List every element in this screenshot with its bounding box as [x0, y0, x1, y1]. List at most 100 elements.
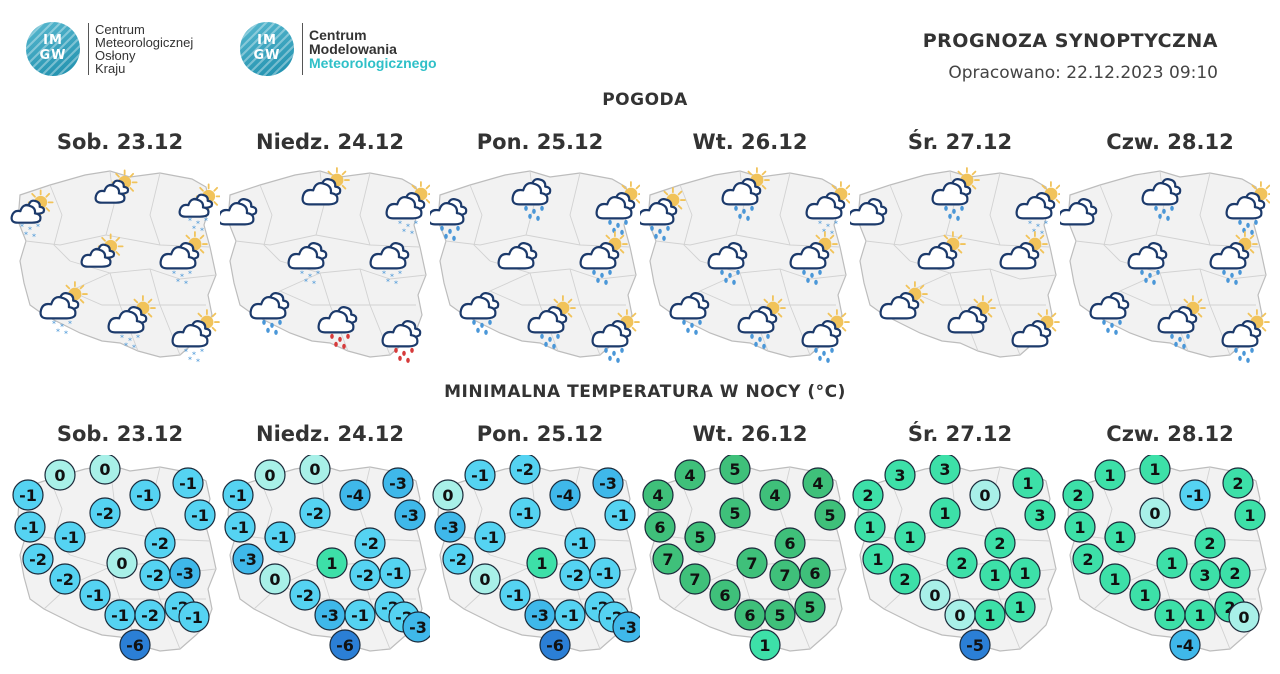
- temp-day-label: Czw. 28.12: [1106, 422, 1234, 446]
- raindrop-icon: [750, 333, 754, 339]
- weather-symbol-cloud-snow: * * ** *: [287, 242, 328, 288]
- temperature-marker: 1: [862, 543, 894, 575]
- temperature-marker: 6: [774, 527, 806, 559]
- temperature-marker: -2: [349, 559, 381, 591]
- temperature-value: 2: [862, 486, 873, 505]
- snowflake-icon: *: [1032, 227, 1036, 236]
- weather-symbol-pc-rain: [721, 167, 770, 221]
- raindrop-icon: [1162, 208, 1166, 214]
- voivodeship-border: [909, 290, 1046, 306]
- weather-symbol-pc: [879, 281, 928, 320]
- weather-symbol-pc-snow: * * ** *: [107, 295, 156, 352]
- temperature-marker: -1: [184, 499, 216, 531]
- raindrop-icon: [1226, 277, 1230, 283]
- raindrop-icon: [524, 205, 528, 211]
- temperature-marker: 0: [44, 459, 76, 491]
- snowflake-icon: *: [410, 229, 414, 238]
- weather-symbol-cloud-rain: [669, 292, 710, 335]
- freezing-rain-drop-icon: [342, 343, 346, 349]
- logo-line: Centrum: [95, 22, 145, 37]
- raindrop-icon: [452, 235, 456, 241]
- sun-icon: [27, 189, 54, 216]
- raindrop-icon: [734, 205, 738, 211]
- weather-symbol-cloud: [220, 198, 258, 226]
- voivodeship-border: [679, 184, 701, 262]
- raindrop-icon: [720, 269, 724, 275]
- freezing-rain-drop-icon: [338, 336, 342, 342]
- temperature-value: 3: [939, 460, 950, 479]
- temp-day-label: Sob. 23.12: [56, 422, 184, 446]
- weather-symbol-pc-rain: [1221, 309, 1270, 363]
- temperature-marker: 6: [644, 511, 676, 543]
- weather-symbol-pc: [947, 295, 996, 334]
- logo-line: Kraju: [95, 61, 126, 76]
- raindrop-icon: [616, 222, 620, 228]
- temperature-value: -3: [401, 506, 419, 525]
- temperature-value: -2: [96, 504, 114, 523]
- temperature-marker: 1: [1129, 579, 1161, 611]
- temperature-marker: 1: [1234, 499, 1266, 531]
- raindrop-icon: [662, 235, 666, 241]
- voivodeship-border: [149, 172, 161, 246]
- logo-line: Centrum: [309, 27, 367, 43]
- weather-symbol-cloud-snow: * * ** *: [369, 242, 410, 288]
- weather-symbol-pc-rain: [931, 167, 980, 221]
- weather-map: [430, 165, 640, 365]
- temperature-marker: -1: [554, 599, 586, 631]
- temperature-value: 5: [729, 504, 740, 523]
- temperature-value: -6: [336, 636, 354, 655]
- raindrop-icon: [654, 233, 658, 239]
- temperature-marker: 1: [316, 547, 348, 579]
- raindrop-icon: [1238, 219, 1242, 225]
- temperature-value: -2: [141, 606, 159, 625]
- temperature-marker: -2: [354, 527, 386, 559]
- temperature-value: 2: [1229, 564, 1240, 583]
- temperature-value: 1: [864, 518, 875, 537]
- temperature-marker: -1: [264, 521, 296, 553]
- temperature-value: -4: [1176, 636, 1194, 655]
- temperature-value: 2: [899, 570, 910, 589]
- temperature-value: -2: [566, 566, 584, 585]
- temperature-marker: 2: [984, 527, 1016, 559]
- voivodeship-border: [1075, 528, 1261, 542]
- weather-symbol-pc-rain: [1209, 231, 1258, 285]
- raindrop-icon: [1152, 279, 1156, 285]
- temp-day-label: Niedz. 24.12: [256, 422, 404, 446]
- temperature-value: 0: [264, 466, 275, 485]
- temperature-marker: 1: [894, 521, 926, 553]
- weather-map: * * * * * * * * * * * * * * * * * * * * * * * * * * * * * *: [10, 165, 220, 365]
- temperature-marker: 1: [526, 547, 558, 579]
- temperature-marker: 0: [259, 563, 291, 595]
- temperature-value: 0: [979, 486, 990, 505]
- weather-symbol-pc-rain: [579, 231, 628, 285]
- temperature-marker: -1: [129, 479, 161, 511]
- temperature-marker: 2: [946, 547, 978, 579]
- temperature-marker: 0: [1228, 601, 1260, 633]
- temperature-value: 1: [536, 554, 547, 573]
- freezing-rain-drop-icon: [402, 350, 406, 356]
- temperature-value: 3: [1034, 506, 1045, 525]
- weather-symbol-pc-rain: [801, 309, 850, 363]
- snowflake-icon: *: [196, 220, 200, 229]
- raindrop-icon: [608, 355, 612, 361]
- temperature-marker: -6: [539, 629, 571, 661]
- temperature-value: 3: [1199, 566, 1210, 585]
- snowflake-icon: *: [402, 227, 406, 236]
- temperature-value: 1: [1149, 460, 1160, 479]
- voivodeship-border: [69, 290, 206, 306]
- weather-symbol-cloud-frz: [381, 320, 422, 363]
- temperature-marker: 3: [1189, 559, 1221, 591]
- temperature-value: -3: [409, 618, 427, 637]
- temperature-value: 0: [309, 460, 320, 479]
- temperature-value: 7: [779, 566, 790, 585]
- temperature-value: 2: [1072, 486, 1083, 505]
- temperature-marker: 4: [674, 459, 706, 491]
- raindrop-icon: [1114, 329, 1118, 335]
- temperature-marker: 0: [106, 547, 138, 579]
- raindrop-icon: [686, 327, 690, 333]
- temperature-value: 4: [652, 486, 663, 505]
- voivodeship-border: [1119, 290, 1256, 306]
- raindrop-icon: [476, 327, 480, 333]
- temperature-value: -2: [151, 534, 169, 553]
- temperature-marker: -3: [402, 611, 430, 643]
